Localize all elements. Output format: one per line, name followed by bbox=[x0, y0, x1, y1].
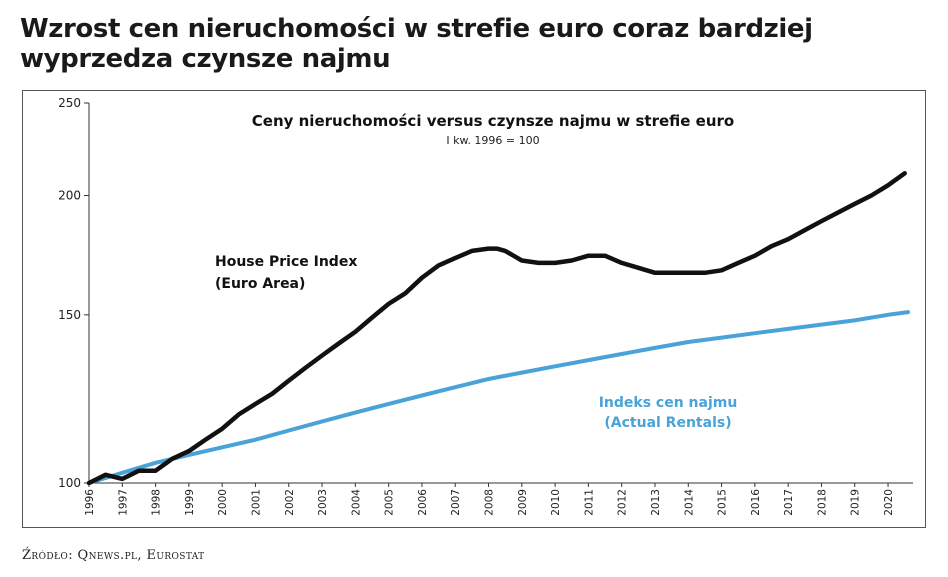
y-tick-label: 250 bbox=[58, 96, 81, 110]
y-tick-label: 100 bbox=[58, 476, 81, 490]
x-ticks-group: 1996 1997 1998 1999 2000 2001 2002 2003 2004 2005… bbox=[84, 483, 895, 516]
y-ticks-group: 100 150 200 250 bbox=[58, 96, 89, 490]
rent-label-line2: (Actual Rentals) bbox=[604, 415, 731, 431]
x-tick-label: 2005 bbox=[384, 489, 396, 516]
x-tick-label: 2012 bbox=[617, 489, 629, 516]
chart-svg: 100 150 200 250 1996 1997 1998 1999 2000 2001 200… bbox=[58, 96, 913, 516]
series-group bbox=[86, 171, 910, 486]
x-tick-label: 1999 bbox=[184, 489, 196, 516]
axes-group bbox=[88, 103, 913, 484]
x-tick-label: 1998 bbox=[151, 489, 163, 516]
y-tick-label: 150 bbox=[58, 308, 81, 322]
house-label-line1: House Price Index bbox=[215, 254, 357, 270]
x-tick-label: 2000 bbox=[217, 489, 229, 516]
x-tick-label: 2015 bbox=[717, 489, 729, 516]
x-tick-label: 2017 bbox=[783, 489, 795, 516]
chart-frame: 100 150 200 250 1996 1997 1998 1999 2000 2001 200… bbox=[22, 90, 926, 528]
x-tick-label: 2003 bbox=[317, 489, 329, 516]
x-tick-label: 1997 bbox=[117, 489, 129, 516]
x-tick-label: 2006 bbox=[417, 489, 429, 516]
x-tick-label: 2019 bbox=[850, 489, 862, 516]
house-label-line2: (Euro Area) bbox=[215, 276, 305, 292]
x-tick-label: 2002 bbox=[284, 489, 296, 516]
y-tick-label: 200 bbox=[58, 189, 81, 203]
x-tick-label: 2011 bbox=[583, 489, 595, 516]
house-price-line bbox=[86, 171, 907, 486]
x-tick-label: 2004 bbox=[350, 489, 362, 516]
x-tick-label: 2007 bbox=[450, 489, 462, 516]
x-tick-label: 2020 bbox=[883, 489, 895, 516]
x-tick-label: 2014 bbox=[683, 489, 695, 516]
rent-label-line1: Indeks cen najmu bbox=[599, 395, 738, 411]
x-tick-label: 2001 bbox=[250, 489, 262, 516]
rent-index-line bbox=[87, 310, 910, 485]
chart-subtitle: I kw. 1996 = 100 bbox=[446, 134, 539, 147]
x-tick-label: 1996 bbox=[84, 489, 96, 516]
x-tick-label: 2009 bbox=[517, 489, 529, 516]
x-tick-label: 2008 bbox=[484, 489, 496, 516]
x-tick-label: 2018 bbox=[816, 489, 828, 516]
x-tick-label: 2010 bbox=[550, 489, 562, 516]
chart-title: Ceny nieruchomości versus czynsze najmu … bbox=[252, 112, 734, 130]
x-tick-label: 2016 bbox=[750, 489, 762, 516]
source-note: Źródło: Qnews.pl, Eurostat bbox=[22, 548, 205, 563]
series-labels-group: House Price Index (Euro Area) Indeks cen… bbox=[215, 254, 737, 431]
x-tick-label: 2013 bbox=[650, 489, 662, 516]
headline: Wzrost cen nieruchomości w strefie euro … bbox=[20, 14, 813, 74]
